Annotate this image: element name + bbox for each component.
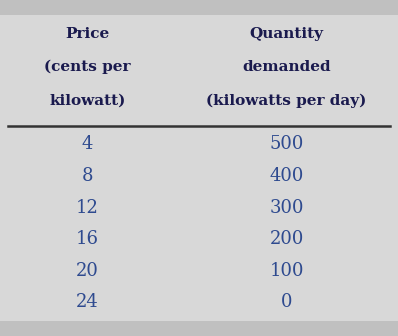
- Text: 24: 24: [76, 293, 99, 311]
- Text: 500: 500: [269, 135, 304, 154]
- Text: 12: 12: [76, 199, 99, 217]
- Text: 16: 16: [76, 230, 99, 248]
- Text: demanded: demanded: [242, 60, 331, 74]
- Text: 300: 300: [269, 199, 304, 217]
- Text: 200: 200: [269, 230, 304, 248]
- FancyBboxPatch shape: [0, 321, 398, 336]
- Text: 100: 100: [269, 262, 304, 280]
- Text: 400: 400: [269, 167, 304, 185]
- Text: (kilowatts per day): (kilowatts per day): [207, 94, 367, 108]
- Text: 0: 0: [281, 293, 292, 311]
- Text: kilowatt): kilowatt): [49, 94, 126, 108]
- Text: (cents per: (cents per: [44, 60, 131, 74]
- Text: 20: 20: [76, 262, 99, 280]
- FancyBboxPatch shape: [0, 0, 398, 15]
- Text: 4: 4: [82, 135, 93, 154]
- Text: 8: 8: [82, 167, 93, 185]
- Text: Quantity: Quantity: [250, 27, 324, 41]
- Text: Price: Price: [65, 27, 110, 41]
